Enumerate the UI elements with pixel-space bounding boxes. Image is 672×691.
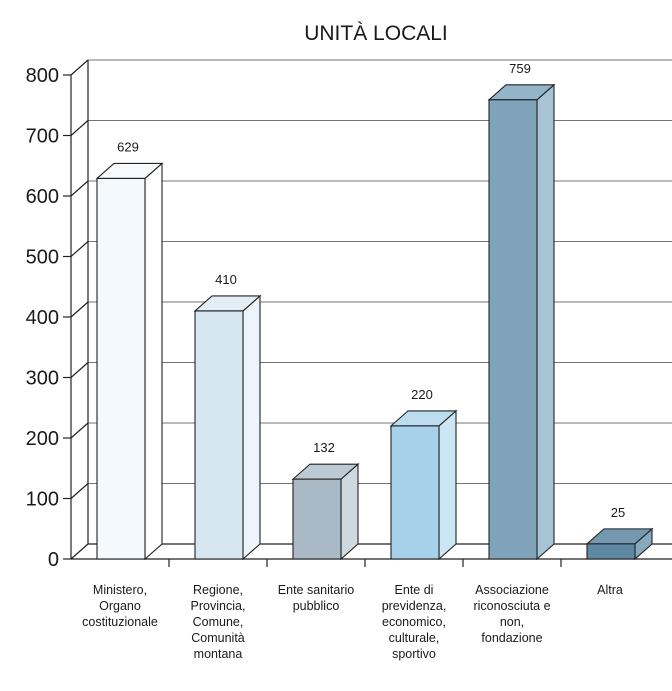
bar-front-face	[390, 425, 440, 560]
bar-side-face	[536, 83, 555, 561]
chart-title: UNITÀ LOCALI	[304, 22, 448, 45]
axis-depth-tick	[70, 362, 89, 378]
x-category-label: Ente sanitario pubblico	[278, 583, 354, 613]
data-label: 132	[313, 440, 335, 455]
axis-depth-tick	[70, 59, 89, 76]
bar-side-face	[340, 462, 359, 561]
data-label: 759	[509, 61, 531, 76]
y-tick-label: 300	[26, 368, 59, 390]
axis-depth-tick	[70, 301, 89, 318]
bar	[291, 462, 360, 561]
x-category-label: Ente di previdenza, economico, culturale, sp…	[382, 583, 447, 661]
data-label: 410	[215, 272, 237, 287]
bar	[95, 162, 164, 561]
x-category-label: Altra	[597, 583, 623, 597]
bar-side-face	[144, 162, 163, 561]
y-tick-label: 700	[26, 126, 59, 148]
y-tick-labels: 0 100 200 300 400 500 600 700 800	[26, 65, 59, 571]
bar-front-face	[194, 310, 244, 560]
x-category-label: Associazione riconosciuta e non, fondazione	[473, 583, 550, 645]
x-category-labels: Ministero, Organo costituzionale Regione, Pr…	[82, 583, 623, 661]
bar-front-face	[488, 99, 538, 560]
data-label: 629	[117, 139, 139, 154]
axis-depth-tick	[70, 180, 89, 197]
bar	[193, 294, 262, 561]
x-category-label: Ministero, Organo costituzionale	[82, 583, 158, 629]
axis-depth-tick	[70, 422, 89, 439]
bar	[585, 527, 654, 561]
y-tick-label: 400	[26, 307, 59, 329]
data-label: 25	[611, 505, 625, 520]
y-tick-label: 500	[26, 247, 59, 269]
x-category-label: Regione, Provincia, Comune, Comunità montana	[191, 583, 246, 661]
grid-lines	[88, 59, 672, 484]
bar-front-face	[586, 543, 636, 560]
y-tick-label: 100	[26, 489, 59, 511]
y-tick-label: 200	[26, 428, 59, 450]
y-tick-label: 600	[26, 186, 59, 208]
bars	[95, 83, 654, 561]
axis-depth-tick	[70, 241, 89, 257]
data-labels: 629 410 132 220 759 25	[117, 61, 625, 520]
axis-depth-tick	[70, 483, 89, 499]
y-tick-label: 0	[48, 549, 59, 571]
bar-front-face	[96, 177, 146, 560]
axis-depth-tick	[70, 543, 89, 560]
bar-front-face	[292, 478, 342, 560]
data-label: 220	[411, 387, 433, 402]
bar	[487, 83, 556, 561]
axis-depth-tick	[70, 120, 89, 136]
bar	[389, 409, 458, 561]
axes	[63, 59, 672, 567]
y-tick-label: 800	[26, 65, 59, 87]
bar-side-face	[242, 294, 261, 561]
bar-side-face	[438, 409, 457, 561]
